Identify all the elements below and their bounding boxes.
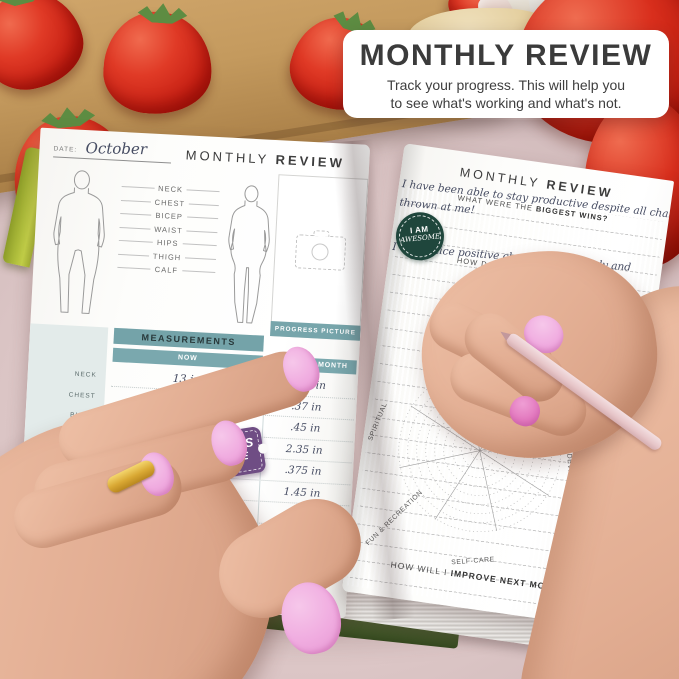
wheel-label: SPIRITUAL: [367, 401, 389, 442]
left-page-title: MONTHLY REVIEW: [185, 147, 346, 171]
left-page: DATE: October MONTHLY REVIEW NECK CHEST …: [15, 127, 371, 619]
date-label: DATE:: [53, 145, 78, 154]
camera-icon: [294, 230, 347, 271]
callout-title: MONTHLY REVIEW: [359, 39, 653, 72]
left-page-header: DATE: October MONTHLY REVIEW: [53, 136, 360, 173]
strawberry-leaf: [0, 0, 46, 9]
date-value-handwritten: October: [85, 139, 148, 159]
date-field: DATE: October: [53, 136, 173, 164]
progress-picture-banner: PROGRESS PICTURE: [270, 321, 361, 341]
wheel-label: SELF-CARE: [451, 556, 495, 567]
marketing-callout-card: MONTHLY REVIEW Track your progress. This…: [343, 30, 669, 118]
body-diagram-female: [228, 185, 270, 324]
callout-subtitle: Track your progress. This will help you …: [386, 77, 626, 111]
body-measurement-labels: NECK CHEST BICEP WAIST HIPS THIGH CALF: [117, 180, 220, 279]
progress-picture-panel: PROGRESS PICTURE: [270, 174, 369, 341]
body-diagram-male: [53, 170, 105, 314]
